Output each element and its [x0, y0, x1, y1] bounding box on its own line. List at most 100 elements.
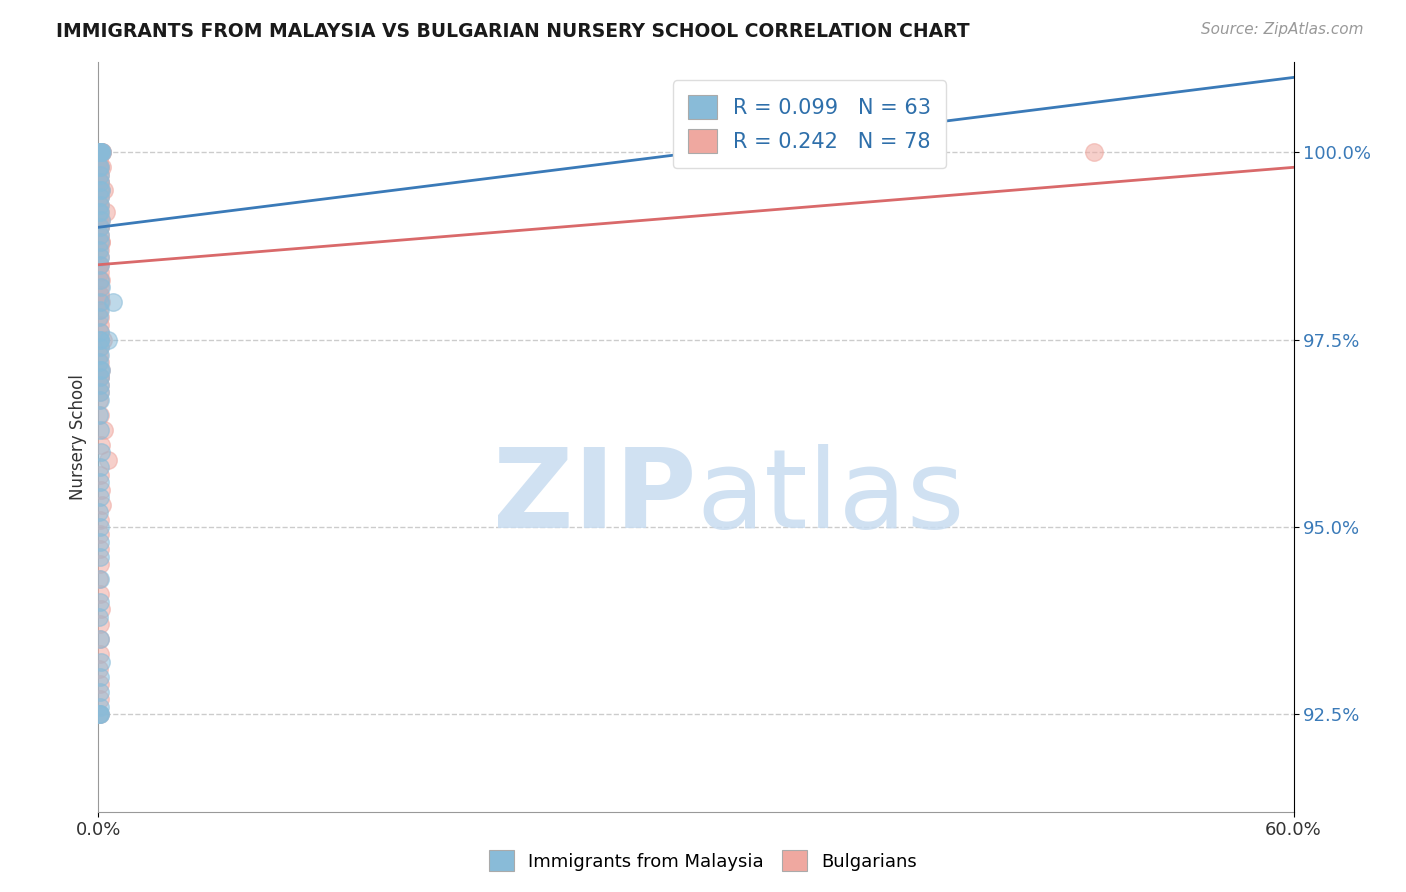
Point: [89, 310, 111, 325]
Point: [89, 385, 111, 400]
Text: ZIP: ZIP: [492, 443, 696, 550]
Point: [91, 145, 114, 160]
Point: [89, 318, 111, 332]
Point: [89, 632, 111, 647]
Point: [103, 295, 125, 310]
Legend: Immigrants from Malaysia, Bulgarians: Immigrants from Malaysia, Bulgarians: [481, 843, 925, 879]
Point: [90, 183, 112, 197]
Point: [89, 362, 111, 376]
Point: [91, 161, 114, 175]
Point: [89, 250, 111, 264]
Point: [90, 235, 112, 250]
Point: [90, 362, 112, 376]
Point: [89, 520, 111, 534]
Point: [89, 467, 111, 482]
Point: [89, 348, 111, 362]
Point: [89, 707, 111, 722]
Point: [89, 685, 111, 699]
Point: [89, 573, 111, 587]
Point: [89, 273, 111, 287]
Point: [89, 227, 111, 242]
Point: [89, 190, 111, 204]
Point: [89, 325, 111, 339]
Point: [90, 445, 112, 459]
Point: [89, 280, 111, 294]
Point: [90, 145, 112, 160]
Point: [89, 220, 111, 235]
Point: [90, 145, 112, 160]
Point: [89, 250, 111, 264]
Point: [90, 602, 112, 616]
Point: [90, 295, 112, 310]
Point: [89, 707, 111, 722]
Y-axis label: Nursery School: Nursery School: [69, 374, 87, 500]
Point: [89, 370, 111, 384]
Point: [89, 558, 111, 572]
Legend: R = 0.099   N = 63, R = 0.242   N = 78: R = 0.099 N = 63, R = 0.242 N = 78: [673, 80, 946, 168]
Point: [89, 220, 111, 235]
Point: [89, 610, 111, 624]
Point: [89, 273, 111, 287]
Point: [89, 549, 111, 564]
Point: [89, 707, 111, 722]
Point: [89, 377, 111, 392]
Point: [89, 302, 111, 317]
Point: [89, 295, 111, 310]
Point: [89, 243, 111, 257]
Point: [97, 452, 120, 467]
Point: [89, 145, 111, 160]
Point: [89, 310, 111, 325]
Point: [89, 161, 111, 175]
Point: [93, 423, 115, 437]
Point: [89, 227, 111, 242]
Point: [91, 145, 114, 160]
Point: [89, 161, 111, 175]
Point: [89, 408, 111, 422]
Point: [89, 145, 111, 160]
Point: [89, 265, 111, 279]
Point: [89, 699, 111, 714]
Point: [89, 648, 111, 662]
Point: [90, 273, 112, 287]
Point: [89, 333, 111, 347]
Point: [93, 183, 115, 197]
Point: [89, 535, 111, 549]
Point: [89, 175, 111, 189]
Point: [90, 362, 112, 376]
Point: [89, 145, 111, 160]
Point: [89, 190, 111, 204]
Point: [89, 355, 111, 369]
Point: [89, 632, 111, 647]
Point: [89, 205, 111, 219]
Point: [89, 183, 111, 197]
Point: [1083, 145, 1105, 160]
Point: [89, 355, 111, 369]
Point: [89, 302, 111, 317]
Point: [93, 333, 115, 347]
Point: [89, 423, 111, 437]
Point: [96, 205, 118, 219]
Point: [89, 295, 111, 310]
Point: [89, 512, 111, 526]
Text: IMMIGRANTS FROM MALAYSIA VS BULGARIAN NURSERY SCHOOL CORRELATION CHART: IMMIGRANTS FROM MALAYSIA VS BULGARIAN NU…: [56, 22, 970, 41]
Point: [90, 183, 112, 197]
Point: [89, 692, 111, 706]
Point: [89, 573, 111, 587]
Point: [89, 325, 111, 339]
Point: [90, 280, 112, 294]
Point: [90, 145, 112, 160]
Point: [90, 212, 112, 227]
Point: [89, 198, 111, 212]
Point: [89, 168, 111, 182]
Point: [89, 205, 111, 219]
Point: [89, 258, 111, 272]
Point: [89, 385, 111, 400]
Point: [89, 595, 111, 609]
Point: [89, 168, 111, 182]
Point: [89, 370, 111, 384]
Point: [90, 212, 112, 227]
Point: [89, 153, 111, 167]
Point: [89, 475, 111, 489]
Point: [89, 707, 111, 722]
Point: [89, 220, 111, 235]
